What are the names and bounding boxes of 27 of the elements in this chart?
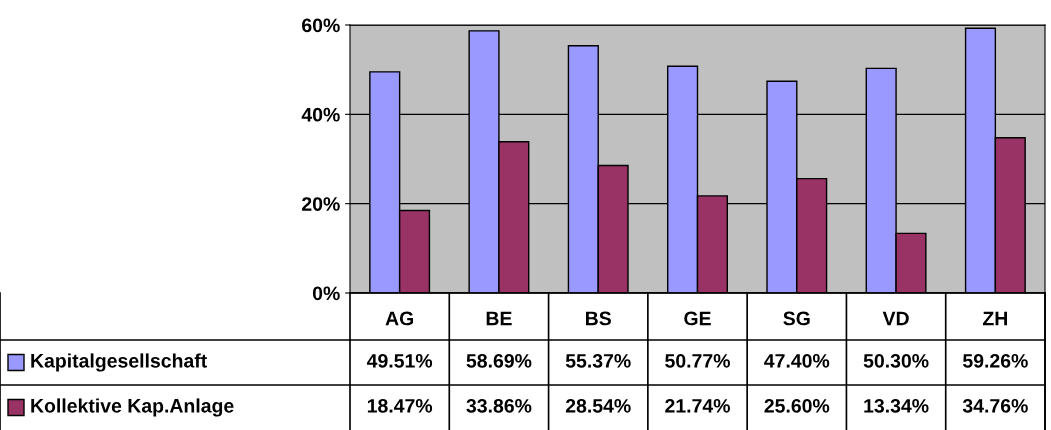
y-tick-label: 60%: [302, 18, 340, 33]
data-label: 21.74%: [665, 398, 730, 413]
data-label: 25.60%: [764, 398, 830, 413]
data-label: 18.47%: [367, 398, 433, 413]
x-tick-label: SG: [783, 311, 810, 326]
x-tick-label: ZH: [982, 311, 1008, 326]
data-label: 28.54%: [565, 398, 631, 413]
data-label: 13.34%: [864, 398, 929, 413]
x-tick-label: AG: [385, 311, 414, 326]
legend-label: Kapitalgesellschaft: [31, 353, 207, 372]
data-label: 34.76%: [962, 398, 1028, 413]
x-tick-label: BE: [486, 311, 512, 326]
x-tick-label: VD: [882, 311, 909, 326]
data-label: 50.30%: [863, 353, 929, 368]
data-label: 33.86%: [466, 398, 532, 413]
data-label: 59.26%: [962, 353, 1028, 368]
x-tick-label: BS: [586, 311, 611, 326]
data-label: 47.40%: [764, 353, 830, 368]
x-tick-label: GE: [684, 311, 711, 326]
y-tick-label: 20%: [302, 197, 340, 211]
data-label: 58.69%: [466, 353, 532, 368]
data-label: 55.37%: [565, 353, 631, 368]
data-label: 49.51%: [366, 353, 433, 368]
data-label: 50.77%: [665, 353, 730, 368]
y-tick-label: 0%: [312, 286, 340, 301]
y-tick-label: 40%: [301, 107, 340, 122]
legend-label: Kollektive Kap.Anlage: [31, 398, 234, 417]
